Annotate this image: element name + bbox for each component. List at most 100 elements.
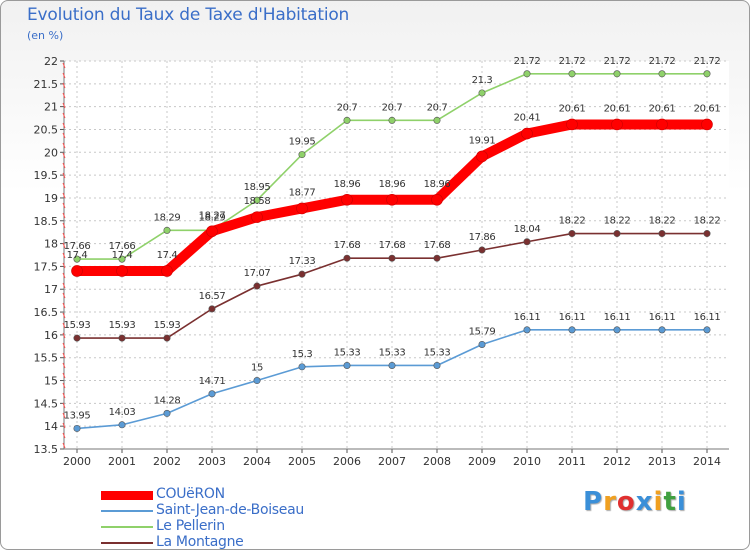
y-axis-mark: [62, 132, 66, 139]
data-label: 14.71: [199, 376, 226, 387]
y-axis-mark: [62, 402, 66, 409]
data-point: [433, 116, 441, 124]
data-label: 18.22: [694, 216, 721, 227]
legend-label: Le Pellerin: [156, 518, 225, 534]
data-label: 20.61: [694, 103, 721, 114]
y-axis-mark: [62, 242, 66, 249]
data-label: 21.72: [694, 56, 721, 67]
data-point: [161, 265, 173, 277]
y-axis-mark: [62, 142, 66, 149]
data-label: 20.61: [559, 103, 586, 114]
y-axis-mark: [62, 202, 66, 209]
y-axis-mark: [62, 372, 66, 379]
data-point: [118, 334, 126, 342]
data-label: 15.33: [334, 347, 361, 358]
y-axis-mark: [62, 292, 66, 299]
data-label: 15.3: [292, 349, 313, 360]
data-point: [656, 118, 668, 131]
data-point: [298, 363, 306, 371]
data-label: 17.68: [379, 240, 406, 251]
y-axis-mark: [62, 112, 66, 119]
y-tick-label: 16.5: [34, 306, 59, 319]
data-label: 17.07: [244, 268, 271, 279]
y-tick-label: 17.5: [34, 260, 59, 273]
y-axis-mark: [62, 82, 66, 89]
x-tick-label: 2011: [558, 455, 586, 468]
x-tick-label: 2001: [108, 455, 136, 468]
data-point: [478, 89, 486, 97]
data-point: [658, 326, 666, 334]
y-axis-mark: [62, 432, 66, 439]
x-tick-label: 2000: [63, 455, 91, 468]
x-tick-label: 2009: [468, 455, 496, 468]
data-point: [658, 230, 666, 238]
data-label: 18.29: [154, 212, 181, 223]
y-axis-mark: [62, 102, 66, 109]
data-label: 17.68: [424, 240, 451, 251]
data-label: 17.66: [109, 241, 136, 252]
data-label: 16.11: [649, 312, 676, 323]
y-tick-label: 15: [44, 375, 58, 388]
data-point: [343, 361, 351, 369]
data-point: [386, 193, 398, 206]
data-point: [388, 116, 396, 124]
data-label: 16.11: [694, 312, 721, 323]
x-tick-label: 2012: [603, 455, 631, 468]
y-axis-mark: [62, 332, 66, 339]
y-tick-label: 22: [44, 55, 58, 68]
logo-letter: i: [676, 487, 687, 517]
y-axis-mark: [62, 122, 66, 129]
data-point: [73, 334, 81, 342]
data-label: 19.95: [289, 137, 316, 148]
data-point: [71, 265, 83, 277]
data-label: 18.96: [379, 179, 406, 190]
data-label: 14.03: [109, 407, 136, 418]
data-label: 18.22: [604, 216, 631, 227]
data-label: 18.58: [244, 196, 271, 207]
data-label: 20.7: [427, 102, 448, 113]
data-label: 16.11: [559, 312, 586, 323]
data-point: [388, 254, 396, 262]
data-label: 17.86: [469, 232, 496, 243]
y-axis-mark: [62, 252, 66, 259]
data-label: 15.79: [469, 326, 496, 337]
data-point: [431, 193, 443, 206]
data-label: 16.11: [514, 312, 541, 323]
data-point: [566, 118, 578, 131]
data-label: 21.72: [559, 56, 586, 67]
data-point: [73, 424, 81, 432]
unit-label: (en %): [27, 29, 64, 42]
legend-swatch: [101, 510, 153, 512]
data-label: 15: [251, 363, 263, 374]
y-axis-mark: [62, 412, 66, 419]
data-point: [658, 70, 666, 78]
data-point: [478, 246, 486, 254]
data-label: 17.4: [157, 250, 178, 261]
data-label: 15.93: [64, 320, 91, 331]
x-tick-label: 2002: [153, 455, 181, 468]
data-point: [163, 334, 171, 342]
logo-letter: r: [603, 487, 617, 517]
data-label: 15.93: [109, 320, 136, 331]
data-label: 21.72: [604, 56, 631, 67]
y-tick-label: 14: [44, 420, 58, 433]
x-tick-label: 2004: [243, 455, 271, 468]
data-point: [613, 230, 621, 238]
y-tick-label: 19: [44, 192, 58, 205]
x-tick-label: 2010: [513, 455, 541, 468]
y-axis-mark: [62, 212, 66, 219]
y-tick-label: 18.5: [34, 215, 59, 228]
data-label: 15.93: [154, 320, 181, 331]
data-point: [568, 230, 576, 238]
x-tick-label: 2003: [198, 455, 226, 468]
y-tick-label: 18: [44, 238, 58, 251]
y-axis-mark: [62, 262, 66, 269]
y-axis-mark: [62, 352, 66, 359]
logo-letter: P: [583, 487, 604, 517]
data-point: [611, 118, 623, 131]
y-tick-label: 13.5: [34, 443, 59, 456]
logo-letter: t: [663, 487, 677, 517]
data-point: [703, 230, 711, 238]
y-tick-label: 14.5: [34, 397, 59, 410]
data-label: 18.22: [649, 216, 676, 227]
